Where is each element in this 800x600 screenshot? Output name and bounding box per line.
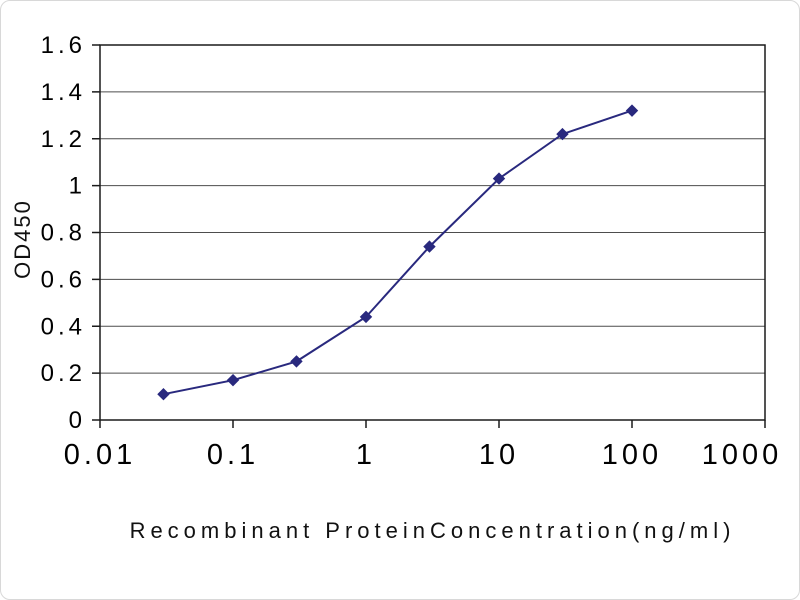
svg-text:1: 1: [356, 439, 376, 471]
svg-text:1.6: 1.6: [41, 32, 86, 59]
svg-text:1.2: 1.2: [41, 126, 86, 153]
svg-text:0.1: 0.1: [207, 439, 259, 471]
svg-text:0.2: 0.2: [41, 360, 86, 387]
data-point-marker: [359, 310, 373, 324]
x-tick-labels: 0.01 0.1 1 10 100 1000: [64, 420, 783, 471]
svg-text:100: 100: [602, 439, 662, 471]
svg-text:10: 10: [479, 439, 519, 471]
svg-text:0.8: 0.8: [41, 220, 86, 247]
plot-border: [99, 44, 766, 421]
svg-text:1000: 1000: [702, 439, 783, 471]
svg-text:1.4: 1.4: [41, 79, 86, 106]
x-axis-title: Recombinant ProteinConcentration(ng/ml): [129, 518, 736, 543]
gridlines: [92, 44, 765, 421]
data-series: [157, 104, 639, 401]
svg-text:1: 1: [69, 173, 86, 200]
svg-text:0.6: 0.6: [41, 266, 86, 293]
data-point-marker: [226, 373, 240, 387]
data-point-marker: [492, 172, 506, 185]
data-point-marker: [625, 104, 639, 117]
data-point-marker: [556, 127, 569, 141]
y-axis-title: OD450: [10, 199, 35, 279]
svg-text:0: 0: [69, 407, 86, 434]
data-point-marker: [290, 355, 303, 368]
data-point-marker: [423, 240, 436, 253]
svg-text:0.4: 0.4: [41, 313, 86, 340]
svg-text:0.01: 0.01: [64, 439, 136, 471]
data-point-marker: [157, 388, 170, 401]
y-tick-labels: 0 0.2 0.4 0.6 0.8 1 1.2 1.4 1.6: [41, 32, 86, 434]
